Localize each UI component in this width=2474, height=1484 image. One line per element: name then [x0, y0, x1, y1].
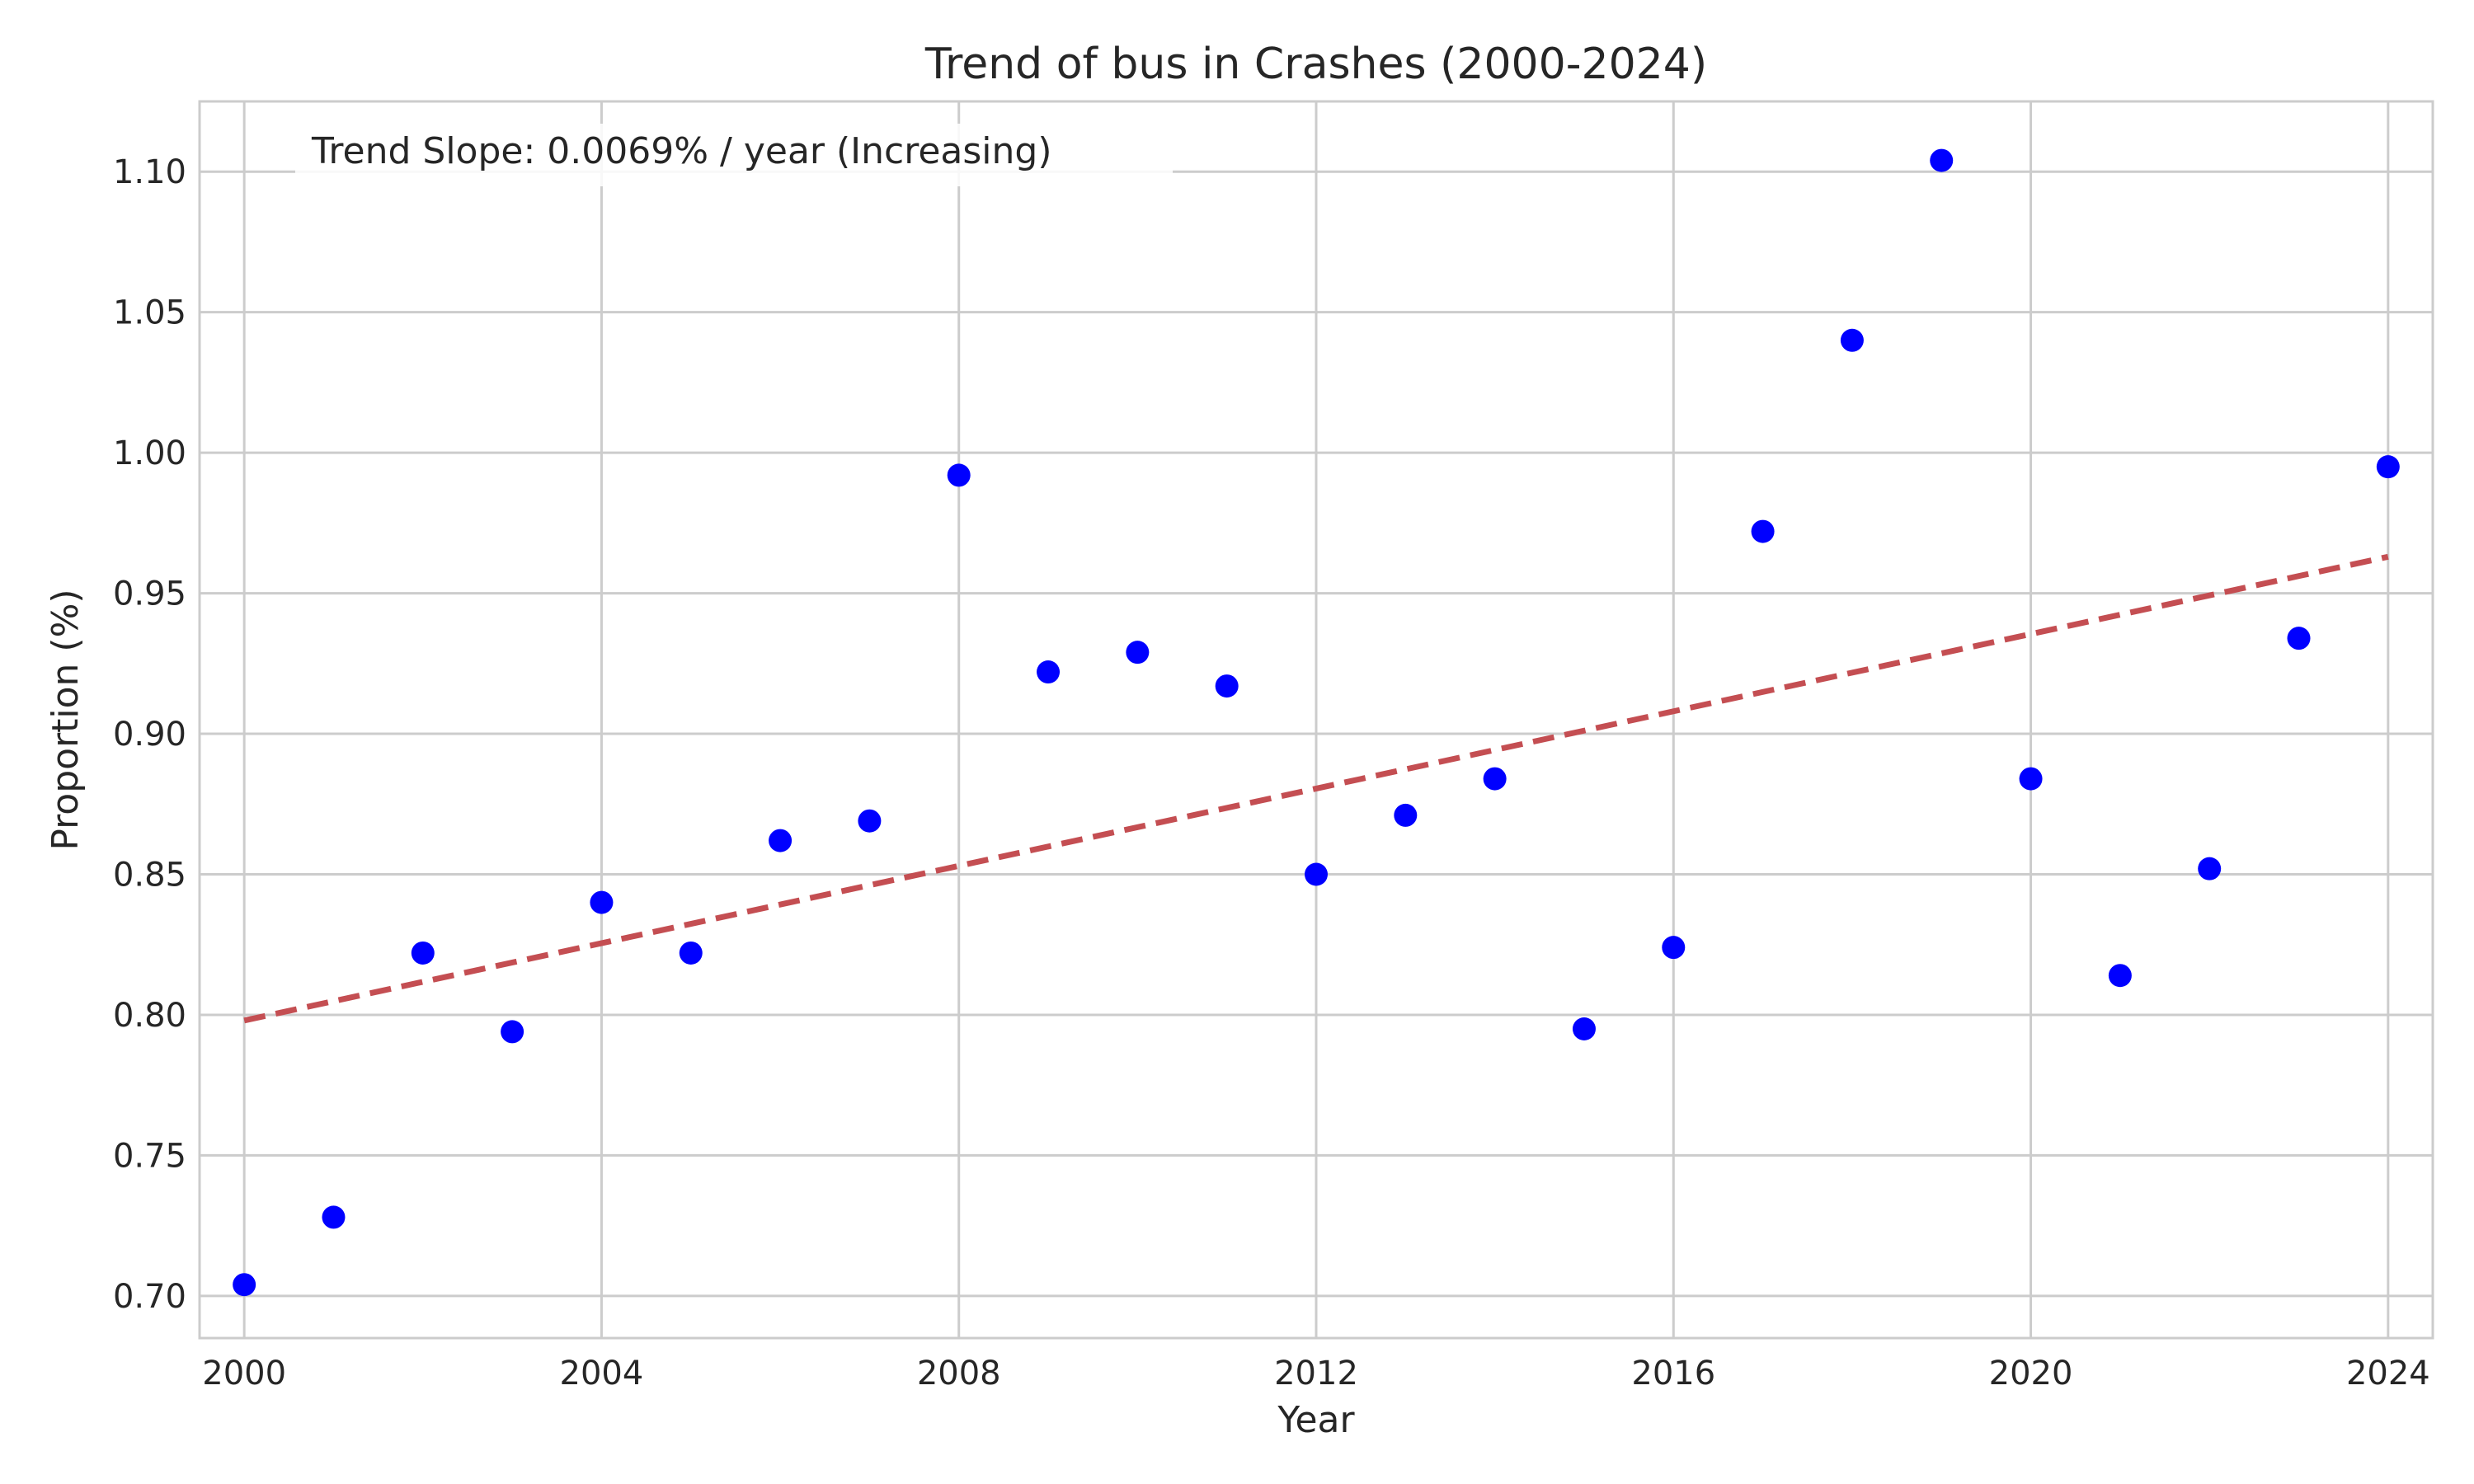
data-point: [590, 890, 614, 914]
y-tick-label: 0.85: [113, 857, 186, 895]
data-point: [947, 463, 971, 487]
data-point: [233, 1273, 256, 1297]
x-axis-label: Year: [1277, 1399, 1355, 1441]
data-point: [411, 941, 435, 965]
data-point: [1572, 1017, 1596, 1040]
y-tick-label: 0.80: [113, 997, 186, 1035]
data-point: [1751, 519, 1775, 543]
data-point: [679, 941, 703, 965]
x-tick-label: 2012: [1274, 1355, 1358, 1392]
y-tick-label: 0.70: [113, 1278, 186, 1316]
y-tick-label: 1.05: [113, 294, 186, 332]
chart-title: Trend of bus in Crashes (2000-2024): [924, 40, 1707, 89]
y-axis-label: Proportion (%): [45, 589, 87, 850]
grid-layer: [200, 101, 2433, 1338]
x-tick-labels: 2000 2004 2008 2012 2016 2020 2024: [202, 1355, 2429, 1392]
data-point: [858, 809, 882, 833]
data-point: [1037, 660, 1061, 684]
trend-line: [243, 553, 2389, 1024]
data-point: [1930, 148, 1954, 172]
x-tick-label: 2008: [917, 1355, 1001, 1392]
points-layer: [233, 148, 2400, 1297]
y-tick-label: 1.00: [113, 434, 186, 472]
y-tick-label: 0.95: [113, 575, 186, 613]
data-point: [2376, 455, 2400, 479]
data-point: [1305, 862, 1328, 886]
x-tick-label: 2016: [1631, 1355, 1715, 1392]
x-tick-label: 2020: [1989, 1355, 2073, 1392]
data-point: [769, 829, 793, 852]
data-point: [2108, 964, 2132, 988]
data-point: [1840, 328, 1864, 352]
x-tick-label: 2000: [202, 1355, 286, 1392]
y-tick-label: 0.75: [113, 1137, 186, 1175]
x-tick-label: 2004: [560, 1355, 644, 1392]
data-point: [1662, 936, 1686, 960]
annotation-box: [295, 124, 1173, 186]
data-point: [1215, 674, 1239, 698]
data-point: [501, 1020, 524, 1044]
x-tick-label: 2024: [2346, 1355, 2430, 1392]
data-point: [2019, 767, 2043, 791]
data-point: [2287, 627, 2311, 650]
data-point: [1483, 767, 1507, 791]
plot-frame: [198, 100, 2434, 1340]
trend-slope-annotation: Trend Slope: 0.0069% / year (Increasing): [311, 130, 1052, 172]
data-point: [322, 1205, 346, 1229]
y-tick-label: 0.90: [113, 716, 186, 754]
y-tick-labels: 0.70 0.75 0.80 0.85 0.90 0.95 1.00 1.05 1.10: [113, 153, 186, 1316]
y-tick-label: 1.10: [113, 153, 186, 191]
data-point: [1126, 641, 1150, 665]
data-point: [1394, 803, 1418, 827]
trend-layer: [243, 553, 2389, 1024]
data-point: [2198, 857, 2222, 881]
